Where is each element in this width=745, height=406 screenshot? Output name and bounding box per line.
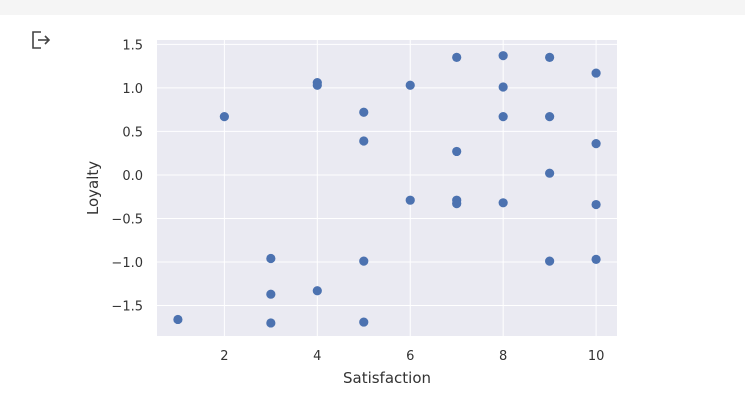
y-axis-title: Loyalty (84, 161, 102, 215)
data-point (266, 318, 276, 328)
y-tick-label: −1.5 (111, 300, 143, 315)
data-point (219, 112, 229, 122)
x-tick-label: 6 (406, 349, 414, 364)
data-point (498, 198, 508, 208)
data-point (266, 289, 276, 299)
data-point (498, 82, 508, 92)
y-tick-label: −1.0 (111, 256, 143, 271)
data-point (498, 51, 508, 61)
x-tick-label: 8 (499, 349, 507, 364)
data-points (173, 51, 601, 328)
plot-area (157, 40, 617, 336)
x-tick-label: 10 (588, 349, 605, 364)
output-redirect-icon[interactable] (30, 30, 52, 50)
x-tick-labels: 2 4 6 8 10 (220, 349, 604, 364)
y-tick-label: −0.5 (111, 212, 143, 227)
data-point (173, 314, 183, 325)
data-point (591, 139, 601, 149)
y-tick-label: 1.0 (122, 82, 143, 97)
data-point (359, 107, 369, 117)
data-point (591, 68, 601, 78)
data-point (591, 254, 601, 264)
x-tick-label: 2 (220, 349, 228, 364)
data-point (545, 256, 555, 266)
data-point (545, 52, 555, 63)
y-tick-label: 1.5 (122, 38, 143, 53)
x-axis-title: Satisfaction (343, 369, 431, 387)
data-point (312, 286, 322, 296)
data-point (405, 195, 415, 205)
data-point (591, 199, 601, 210)
data-point (359, 136, 369, 146)
data-point (452, 146, 462, 157)
data-point (545, 168, 555, 178)
y-tick-label: 0.5 (122, 125, 143, 140)
data-point (545, 112, 555, 122)
data-point (266, 253, 276, 264)
data-point (312, 80, 322, 90)
cell-top-strip (0, 0, 745, 15)
data-point (498, 112, 508, 122)
data-point (359, 256, 369, 266)
data-point (359, 317, 369, 327)
data-point (452, 52, 462, 63)
y-tick-label: 0.0 (122, 169, 143, 184)
y-tick-labels: 1.5 1.0 0.5 0.0 −0.5 −1.0 −1.5 (111, 38, 143, 314)
data-point (452, 199, 462, 209)
x-tick-label: 4 (313, 349, 321, 364)
data-point (405, 80, 415, 90)
grid-lines (157, 40, 617, 336)
